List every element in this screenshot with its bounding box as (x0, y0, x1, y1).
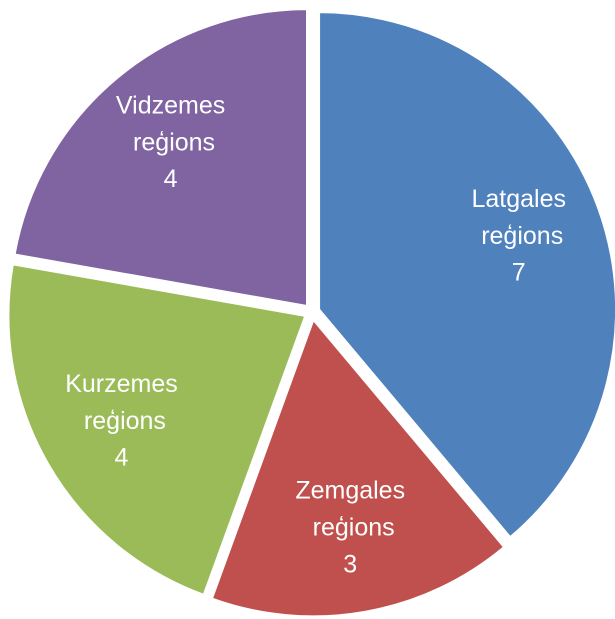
label-line: reģions (77, 407, 166, 435)
pie-slice (12, 7, 309, 309)
pie-slice (6, 262, 308, 598)
label-line: reģions (306, 513, 395, 541)
pie-slice (209, 315, 507, 619)
label-line: Latgales (471, 184, 566, 212)
value-label: 4 (164, 165, 178, 193)
slice-label: Latgales reģions (471, 184, 566, 249)
value-label: 4 (115, 444, 129, 472)
label-line: reģions (126, 128, 215, 156)
label-line: Kurzemes (65, 370, 178, 398)
slice-label: Vidzemes reģions (116, 91, 225, 156)
label-line: reģions (474, 221, 563, 249)
value-label: 3 (343, 550, 357, 578)
pie-slice (317, 10, 615, 541)
label-line: Zemgales (295, 476, 405, 504)
slice-label: Kurzemes reģions (65, 370, 178, 435)
slice-label: Zemgales reģions (295, 476, 405, 541)
value-label: 7 (512, 258, 526, 286)
label-line: Vidzemes (116, 91, 225, 119)
